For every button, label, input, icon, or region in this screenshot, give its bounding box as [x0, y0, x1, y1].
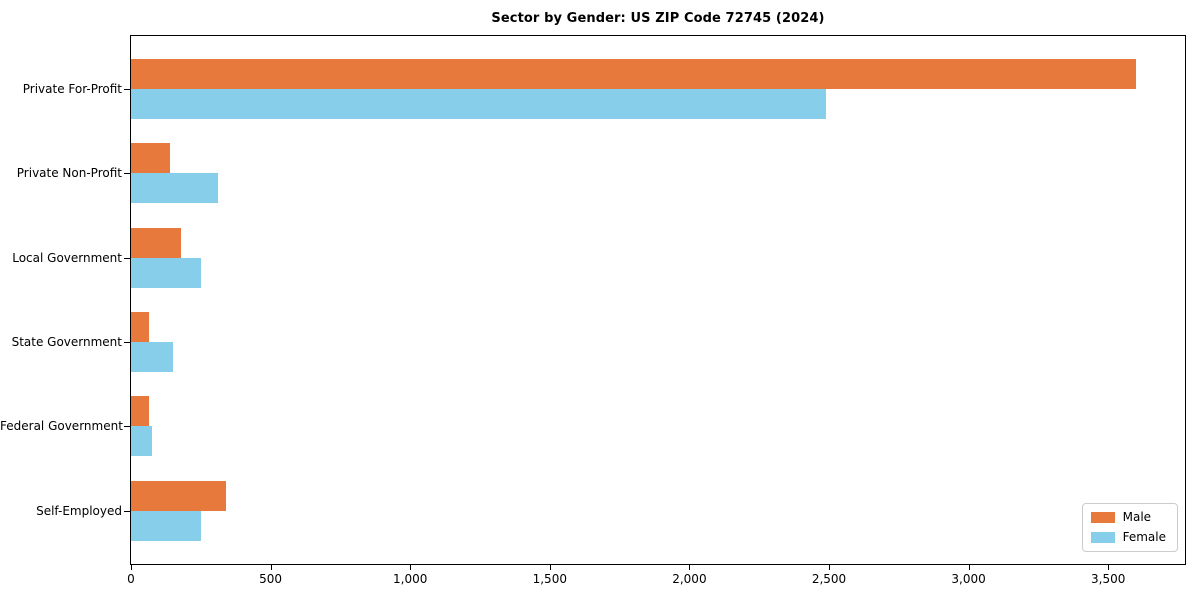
x-tick-label-0: 0 — [127, 572, 135, 586]
x-tick-mark — [270, 565, 272, 570]
legend-entry-female: Female — [1090, 530, 1166, 544]
x-tick-mark — [689, 565, 691, 570]
x-tick-label-3500: 3,500 — [1091, 572, 1126, 586]
bar-male-self-employed — [131, 480, 226, 511]
y-tick-mark — [124, 89, 130, 90]
x-tick-label-1500: 1,500 — [532, 572, 567, 586]
bar-male-federal-government — [131, 396, 149, 427]
x-tick-label-2000: 2,000 — [672, 572, 707, 586]
x-tick-label-3000: 3,000 — [951, 572, 986, 586]
y-tick-mark — [124, 426, 130, 428]
bar-female-self-employed — [131, 510, 201, 541]
legend-swatch-female — [1090, 532, 1115, 543]
y-tick-label-self-employed: Self-Employed — [36, 503, 122, 518]
legend-entry-male: Male — [1090, 510, 1166, 524]
chart-title: Sector by Gender: US ZIP Code 72745 (202… — [491, 11, 825, 26]
x-tick-mark — [968, 565, 970, 570]
y-tick-label-local-government: Local Government — [12, 250, 122, 265]
y-tick-label-private-non-profit: Private Non-Profit — [16, 166, 122, 181]
legend-swatch-male — [1090, 512, 1115, 523]
bar-female-federal-government — [131, 426, 152, 457]
y-tick-label-state-government: State Government — [11, 334, 122, 349]
legend-label-female: Female — [1122, 530, 1166, 544]
x-tick-mark — [1108, 565, 1110, 570]
y-tick-mark — [124, 341, 130, 343]
bar-female-local-government — [131, 257, 201, 288]
x-tick-mark — [131, 565, 132, 570]
x-tick-mark — [410, 565, 412, 570]
bar-male-private-non-profit — [131, 143, 170, 174]
y-tick-mark — [124, 510, 130, 512]
bar-male-private-for-profit — [131, 59, 1136, 89]
y-tick-label-federal-government: Federal Government — [0, 419, 123, 434]
x-tick-label-500: 500 — [259, 572, 283, 586]
bar-male-state-government — [131, 311, 149, 342]
bar-male-local-government — [131, 227, 181, 258]
legend: Male Female — [1081, 503, 1178, 552]
bar-female-private-non-profit — [131, 173, 218, 204]
y-tick-label-private-for-profit: Private For-Profit — [22, 82, 122, 96]
bar-female-state-government — [131, 341, 173, 372]
plot-area: Male Female — [130, 35, 1186, 565]
x-tick-mark — [549, 565, 551, 570]
y-tick-mark — [124, 257, 130, 259]
legend-label-male: Male — [1122, 510, 1152, 524]
y-tick-mark — [124, 173, 130, 175]
x-tick-label-2500: 2,500 — [811, 572, 847, 586]
bar-female-private-for-profit — [131, 89, 826, 119]
x-tick-label-1000: 1,000 — [393, 572, 428, 586]
x-tick-mark — [829, 565, 830, 570]
